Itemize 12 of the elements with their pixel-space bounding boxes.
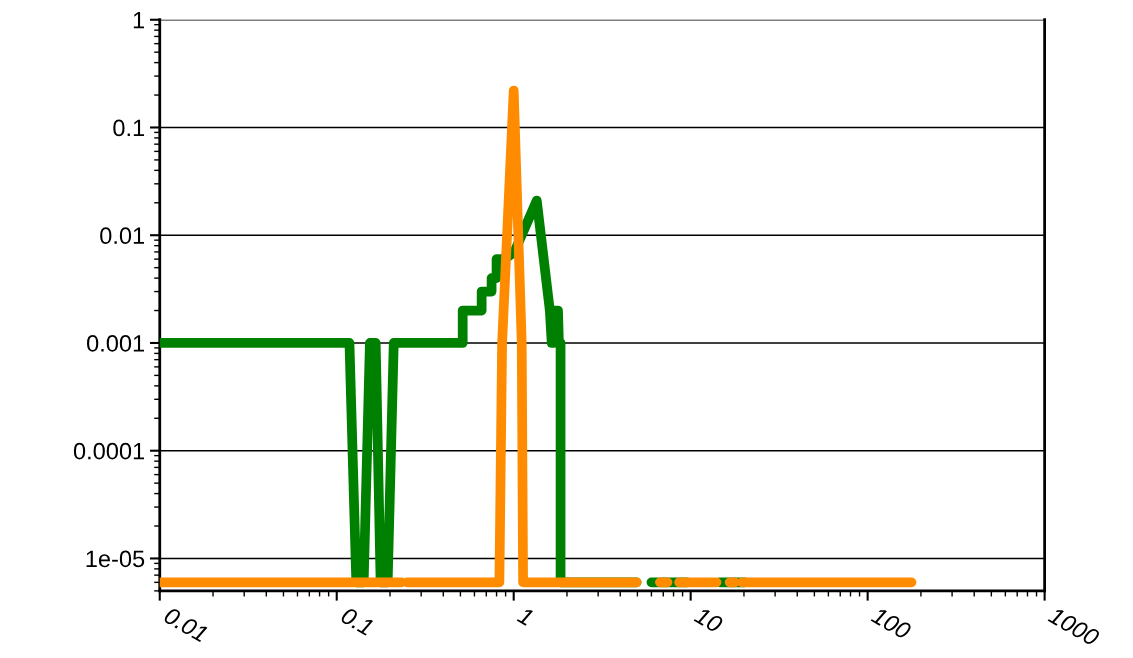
y-tick-label: 0.001 bbox=[87, 335, 145, 352]
y-tick-label: 0.0001 bbox=[73, 442, 145, 460]
y-tick-label: 0.01 bbox=[100, 227, 145, 245]
y-tick-label: 0.1 bbox=[113, 119, 145, 137]
x-tick-label: 10 bbox=[693, 606, 724, 634]
x-tick-label: 1000 bbox=[1047, 606, 1101, 647]
x-tick-label: 0.01 bbox=[162, 606, 209, 643]
x-tick-label: 1 bbox=[516, 606, 534, 626]
y-tick-label: 1e-05 bbox=[86, 550, 145, 568]
y-tick-label: 1 bbox=[133, 12, 145, 29]
x-tick-label: 100 bbox=[870, 606, 913, 641]
x-tick-label: 0.1 bbox=[339, 606, 375, 636]
